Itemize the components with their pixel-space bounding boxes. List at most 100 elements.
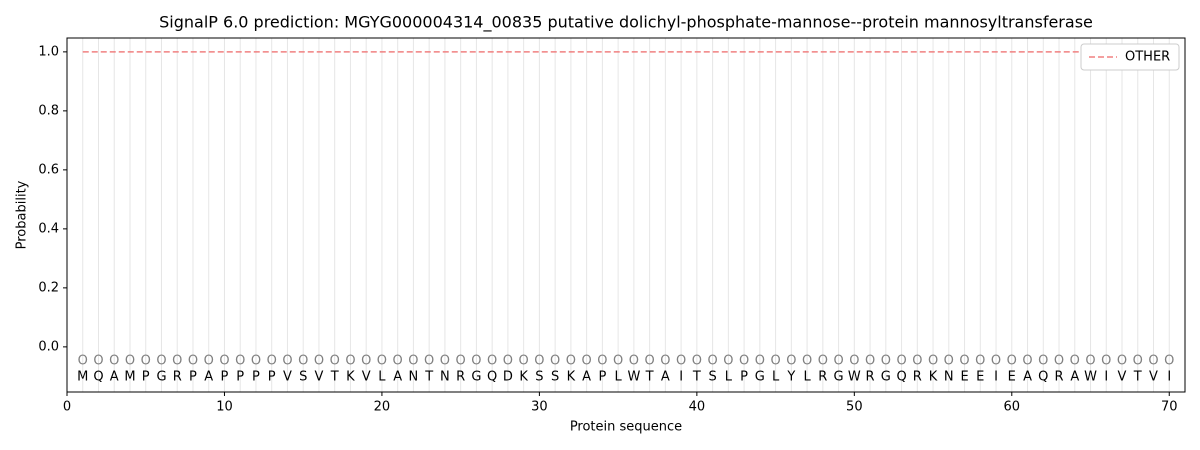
residue: G <box>755 369 765 384</box>
residue: D <box>503 369 513 384</box>
predicted-label: O <box>393 353 403 368</box>
residue: S <box>551 369 559 384</box>
predicted-label: O <box>755 353 765 368</box>
x-tick-label: 10 <box>216 400 233 415</box>
residue: T <box>645 369 654 384</box>
predicted-label: O <box>770 353 780 368</box>
residue: E <box>976 369 984 384</box>
x-tick-label: 70 <box>1161 400 1178 415</box>
x-axis-label: Protein sequence <box>570 420 682 435</box>
predicted-label: O <box>204 353 214 368</box>
residue: G <box>156 369 166 384</box>
residue: A <box>661 369 670 384</box>
residue: Q <box>896 369 906 384</box>
legend: OTHER <box>1080 43 1180 71</box>
predicted-label: O <box>975 353 985 368</box>
residue: R <box>866 369 875 384</box>
residue: I <box>1167 369 1171 384</box>
residue: L <box>772 369 780 384</box>
y-tick-label: 0.2 <box>38 280 59 295</box>
y-tick-label: 0.0 <box>38 339 59 354</box>
y-axis-label: Probability <box>15 180 30 249</box>
predicted-label: O <box>456 353 466 368</box>
predicted-label: O <box>440 353 450 368</box>
residue: G <box>881 369 891 384</box>
plot-frame <box>66 37 1186 393</box>
residue: W <box>848 369 861 384</box>
predicted-label: O <box>188 353 198 368</box>
predicted-label: O <box>125 353 135 368</box>
residue: A <box>1023 369 1032 384</box>
predicted-label: O <box>156 353 166 368</box>
x-tick-label: 20 <box>374 400 391 415</box>
predicted-label: O <box>1133 353 1143 368</box>
residue: P <box>252 369 260 384</box>
residue: R <box>173 369 182 384</box>
predicted-label: O <box>109 353 119 368</box>
predicted-label: O <box>802 353 812 368</box>
x-tick-label: 30 <box>531 400 548 415</box>
residue: I <box>679 369 683 384</box>
predicted-label: O <box>660 353 670 368</box>
predicted-label: O <box>676 353 686 368</box>
residue: N <box>409 369 419 384</box>
residue: R <box>913 369 922 384</box>
predicted-label: O <box>645 353 655 368</box>
predicted-label: O <box>818 353 828 368</box>
predicted-label: O <box>267 353 277 368</box>
residue: V <box>362 369 371 384</box>
predicted-label: O <box>1038 353 1048 368</box>
x-tick-label: 50 <box>846 400 863 415</box>
y-tick-label: 0.8 <box>38 103 59 118</box>
predicted-label: O <box>849 353 859 368</box>
residue: P <box>142 369 150 384</box>
predicted-label: O <box>692 353 702 368</box>
predicted-label: O <box>219 353 229 368</box>
legend-label: OTHER <box>1125 50 1170 65</box>
residue: Q <box>93 369 103 384</box>
predicted-label: O <box>1164 353 1174 368</box>
predicted-label: O <box>1070 353 1080 368</box>
residue: G <box>834 369 844 384</box>
predicted-label: O <box>582 353 592 368</box>
residue: K <box>519 369 528 384</box>
predicted-label: O <box>912 353 922 368</box>
predicted-label: O <box>1022 353 1032 368</box>
legend-box <box>1080 43 1180 71</box>
predicted-label: O <box>503 353 513 368</box>
residue: P <box>740 369 748 384</box>
predicted-label: O <box>1148 353 1158 368</box>
predicted-label: O <box>471 353 481 368</box>
predicted-label: O <box>959 353 969 368</box>
predicted-label: O <box>739 353 749 368</box>
residue: N <box>944 369 954 384</box>
residue: T <box>330 369 339 384</box>
predicted-label: O <box>487 353 497 368</box>
y-tick-label: 0.6 <box>38 162 59 177</box>
predicted-label: O <box>1117 353 1127 368</box>
predicted-label: O <box>723 353 733 368</box>
residue: M <box>77 369 88 384</box>
residue: S <box>708 369 716 384</box>
predicted-label: O <box>408 353 418 368</box>
predicted-label: O <box>629 353 639 368</box>
residue: Q <box>487 369 497 384</box>
residue: K <box>346 369 355 384</box>
x-tick-label: 60 <box>1004 400 1021 415</box>
residue: K <box>567 369 576 384</box>
residue: R <box>818 369 827 384</box>
residue: S <box>535 369 543 384</box>
predicted-label: O <box>534 353 544 368</box>
residue: A <box>582 369 591 384</box>
residue: P <box>236 369 244 384</box>
residue: T <box>692 369 701 384</box>
residue: N <box>440 369 450 384</box>
predicted-label: O <box>944 353 954 368</box>
y-tick-label: 0.4 <box>38 221 59 236</box>
residue: A <box>110 369 119 384</box>
residue: V <box>283 369 292 384</box>
predicted-label: O <box>345 353 355 368</box>
x-tick-label: 0 <box>63 400 71 415</box>
predicted-label: O <box>597 353 607 368</box>
